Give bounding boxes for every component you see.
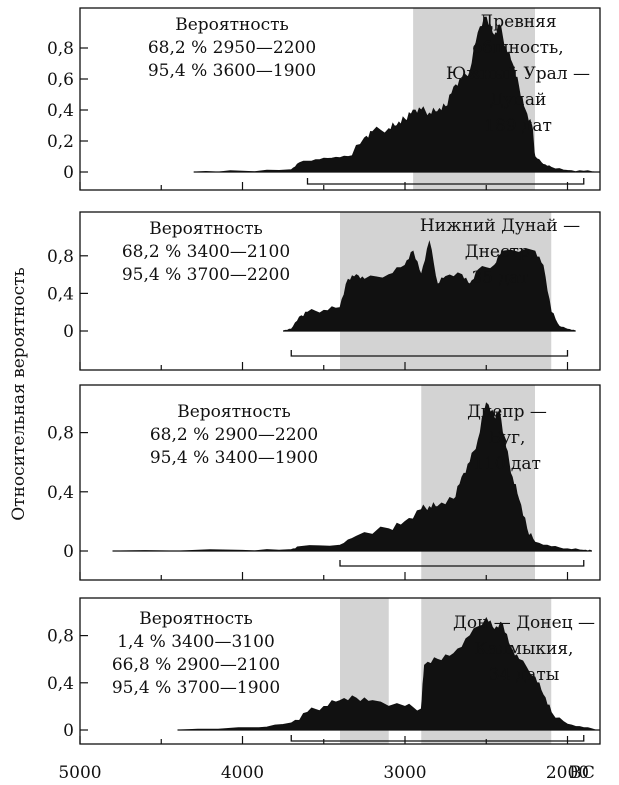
- y-tick-label-1-0: 0: [63, 163, 74, 183]
- panel-title-4-2: 34 даты: [489, 665, 560, 685]
- y-tick-label-1-2: 0,4: [47, 101, 74, 121]
- panel-title-4-0: Дон — Донец —: [453, 613, 595, 633]
- panel-title-1-0: Древняя: [479, 12, 556, 32]
- panel-3: 0 0,4 0,8 Вероятность 68,2 % 2900—2200 95,4 %…: [47, 384, 601, 581]
- y-tick-label-3-0: 0: [63, 542, 74, 562]
- prob-text-4-1: 1,4 % 3400—3100: [117, 632, 275, 652]
- prob-text-3-1: 68,2 % 2900—2200: [150, 425, 318, 445]
- distribution-area-1: [193, 16, 600, 173]
- panel-4: 0 0,4 0,8 Вероятность 1,4 % 3400—3100 66,8 % …: [47, 597, 601, 745]
- prob-text-1-0: Вероятность: [175, 15, 289, 35]
- y-tick-label-2-0: 0: [63, 322, 74, 342]
- panel-1: 0 0,2 0,4 0,6 0,8 Вероятность 68,2 % 2950—2200…: [47, 7, 601, 191]
- prob-text-4-3: 95,4 % 3700—1900: [112, 678, 280, 698]
- prob-text-4-0: Вероятность: [139, 609, 253, 629]
- panel-frame-2: [79, 211, 601, 371]
- panel-frame-1: [79, 7, 601, 191]
- panel-title-3-2: 110 дат: [473, 454, 541, 474]
- y-tick-label-4-1: 0,4: [47, 674, 74, 694]
- prob-text-1-1: 68,2 % 2950—2200: [148, 38, 316, 58]
- panel-frame-4: [79, 597, 601, 745]
- prob-text-3-0: Вероятность: [177, 402, 291, 422]
- y-tick-label-1-3: 0,6: [47, 70, 74, 90]
- panel-title-2-2: 35 дат: [471, 268, 528, 288]
- x-tick-label-2: 3000: [383, 763, 426, 783]
- panel-title-2-0: Нижний Дунай —: [420, 216, 580, 236]
- y-tick-label-4-0: 0: [63, 721, 74, 741]
- y-tick-label-2-1: 0,4: [47, 284, 74, 304]
- panel-title-3-1: Буг,: [489, 428, 526, 448]
- x-tick-label-0: 5000: [58, 763, 101, 783]
- prob-text-3-2: 95,4 % 3400—1900: [150, 448, 318, 468]
- panel-2: 0 0,4 0,8 Вероятность 68,2 % 3400—2100 95,4 %…: [47, 211, 601, 371]
- panel-title-1-2: Южный Урал —: [446, 64, 590, 84]
- y-tick-label-2-2: 0,8: [47, 247, 74, 267]
- x-unit-label: BC: [569, 763, 595, 783]
- panel-title-1-3: Дунай: [490, 90, 547, 110]
- panel-frame-3: [79, 384, 601, 581]
- y-tick-label-3-1: 0,4: [47, 483, 74, 503]
- panels: 0 0,2 0,4 0,6 0,8 Вероятность 68,2 % 2950—2200…: [47, 7, 601, 745]
- panel-title-1-4: 189 дат: [484, 116, 552, 136]
- x-tick-label-1: 4000: [221, 763, 264, 783]
- prob-text-2-1: 68,2 % 3400—2100: [122, 242, 290, 262]
- prob-text-1-2: 95,4 % 3600—1900: [148, 61, 316, 81]
- hpd95-bracket-3-1: [339, 560, 585, 567]
- x-tick-label-3: 2000: [546, 763, 589, 783]
- panel-title-1-1: общность,: [472, 38, 563, 58]
- distribution-area-3: [112, 402, 593, 552]
- y-axis-label: Относительная вероятность: [9, 267, 29, 521]
- panel-title-4-1: Калмыкия,: [475, 639, 574, 659]
- hpd95-bracket-1-1: [306, 178, 585, 185]
- panel-title-2-1: Днестр,: [465, 242, 535, 262]
- prob-text-2-2: 95,4 % 3700—2200: [122, 265, 290, 285]
- distribution-area-2: [282, 240, 576, 332]
- hpd95-bracket-2-1: [290, 350, 569, 357]
- panel-title-3-0: Днепр —: [467, 402, 547, 422]
- y-tick-label-4-2: 0,8: [47, 627, 74, 647]
- hpd95-bracket-4-1: [290, 735, 585, 742]
- y-tick-label-3-2: 0,8: [47, 424, 74, 444]
- prob-text-4-2: 66,8 % 2900—2100: [112, 655, 280, 675]
- y-tick-label-1-1: 0,2: [47, 132, 74, 152]
- distribution-area-4: [177, 617, 600, 731]
- prob-text-2-0: Вероятность: [149, 219, 263, 239]
- y-tick-label-1-4: 0,8: [47, 39, 74, 59]
